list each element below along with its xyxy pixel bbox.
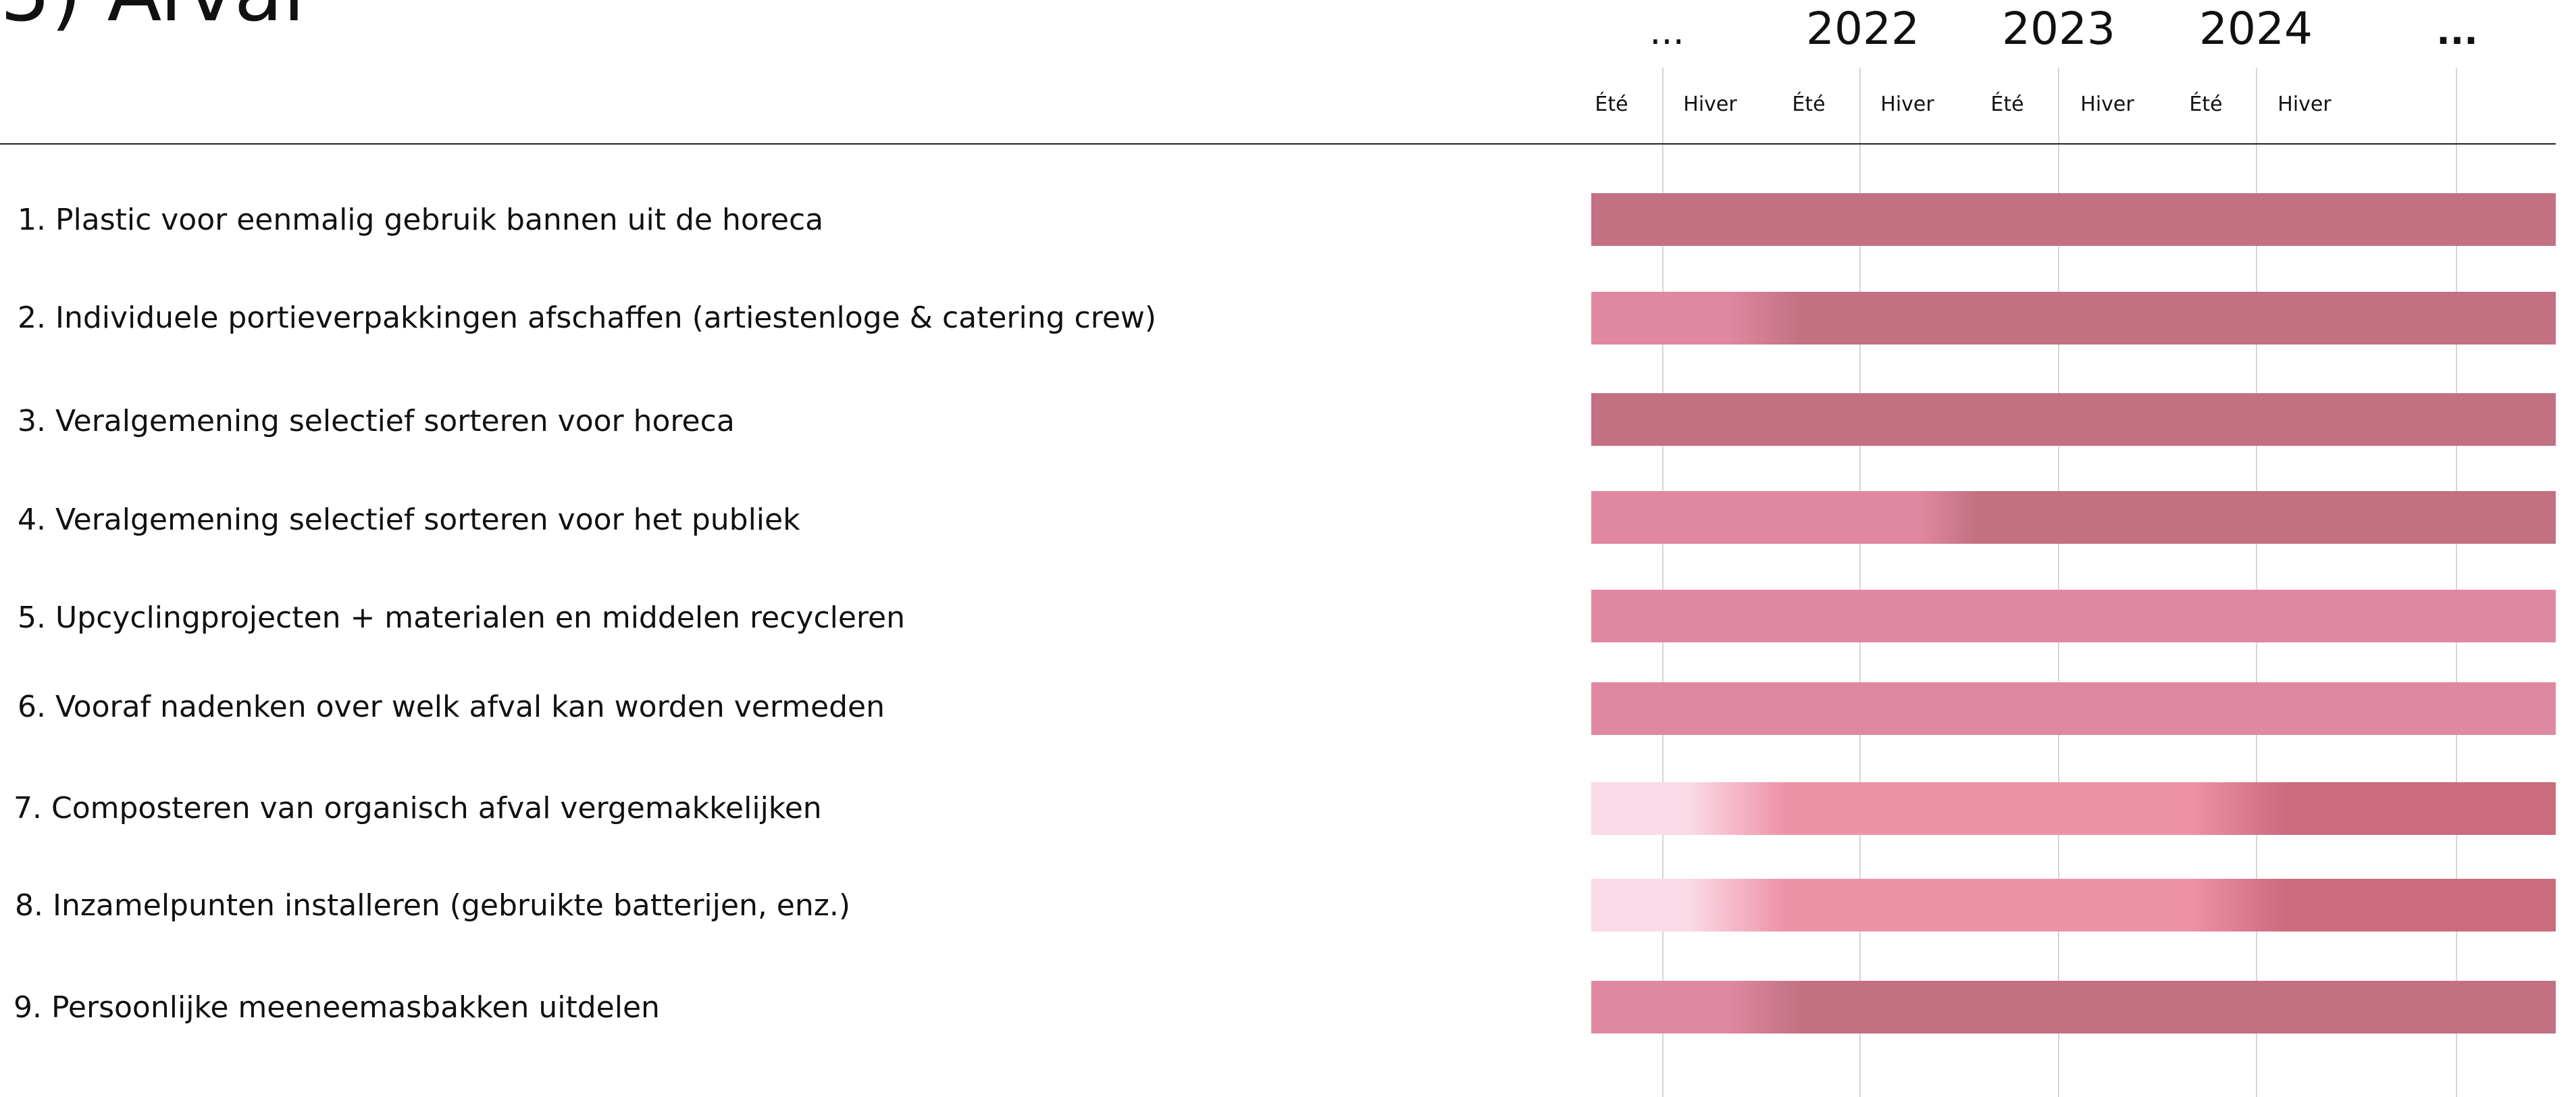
header-divider <box>0 143 2556 145</box>
season-label: Été <box>2189 93 2223 116</box>
year-label: 2024 <box>2199 3 2313 55</box>
season-label: Été <box>1595 93 1628 116</box>
season-label: Hiver <box>1880 93 1934 116</box>
gridline <box>1662 68 1664 1097</box>
action-label: 5. Upcyclingprojecten + materialen en mi… <box>18 601 906 635</box>
action-bar <box>1591 393 2556 446</box>
action-label: 1. Plastic voor eenmalig gebruik bannen … <box>18 203 824 237</box>
gridline <box>2256 68 2257 1097</box>
action-bar <box>1591 879 2556 932</box>
gridline <box>1859 68 1861 1097</box>
year-label: 2022 <box>1806 3 1920 55</box>
season-label: Été <box>1792 93 1826 116</box>
action-label: 8. Inzamelpunten installeren (gebruikte … <box>15 888 851 923</box>
action-label: 9. Persoonlijke meeneemasbakken uitdelen <box>14 990 660 1025</box>
season-label: Hiver <box>2080 93 2134 116</box>
gridline <box>2456 68 2457 1097</box>
action-bar <box>1591 590 2556 642</box>
action-label: 6. Vooraf nadenken over welk afval kan w… <box>18 690 885 724</box>
action-bar <box>1591 193 2556 246</box>
action-bar <box>1591 682 2556 735</box>
action-bar <box>1591 292 2556 345</box>
action-bar <box>1591 782 2556 835</box>
season-label: Hiver <box>1683 93 1737 116</box>
action-label: 3. Veralgemening selectief sorteren voor… <box>18 404 735 438</box>
year-label: 2023 <box>2002 3 2115 55</box>
action-label: 7. Composteren van organisch afval verge… <box>14 791 822 825</box>
timeline-lead-ellipsis: ... <box>1649 10 1684 53</box>
action-label: 4. Veralgemening selectief sorteren voor… <box>18 503 800 537</box>
page-title: 5) Afval <box>0 0 305 32</box>
timeline-trail-ellipsis: ... <box>2436 10 2478 53</box>
season-label: Hiver <box>2277 93 2332 116</box>
action-bar <box>1591 981 2556 1034</box>
action-bar <box>1591 491 2556 544</box>
gridline <box>2058 68 2059 1097</box>
action-label: 2. Individuele portieverpakkingen afscha… <box>18 301 1157 335</box>
season-label: Été <box>1990 93 2024 116</box>
